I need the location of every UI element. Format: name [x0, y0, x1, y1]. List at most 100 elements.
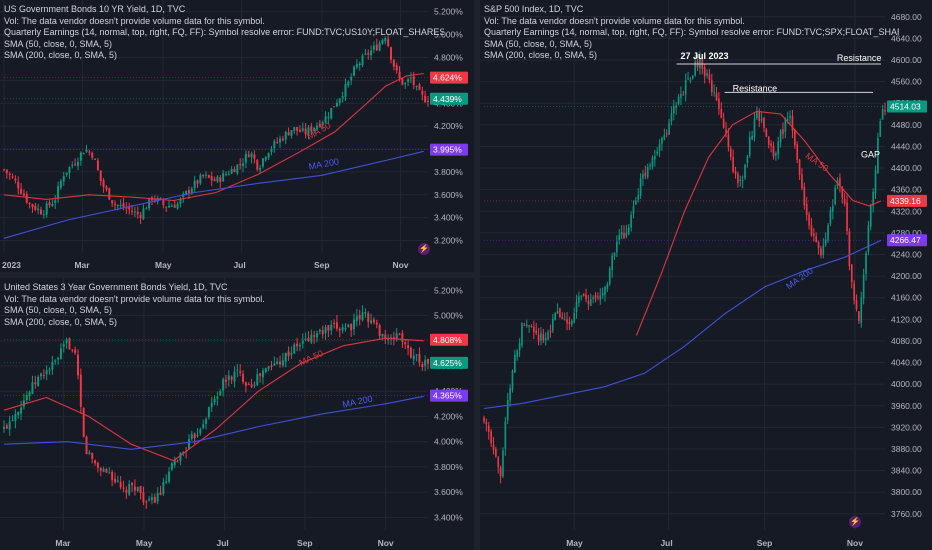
spx-candle	[775, 153, 777, 156]
spx-candle	[535, 330, 538, 334]
lightning-icon[interactable]: ⚡	[418, 243, 430, 255]
spx-candle	[533, 326, 535, 333]
us10y-candle	[395, 65, 398, 71]
spx-candle	[812, 233, 815, 236]
us10y-x-tick-label: Nov	[392, 260, 408, 270]
spx-candle	[651, 157, 654, 167]
us10y-price-tag-label: 3.995%	[433, 145, 462, 155]
spx-candle	[827, 225, 829, 241]
us03y-candle	[5, 425, 8, 429]
spx-candle	[765, 129, 768, 137]
us03y-candle	[148, 498, 151, 501]
spx-candle	[589, 299, 592, 306]
us10y-candle	[276, 142, 279, 144]
us10y-y-tick-label: 4.200%	[434, 121, 463, 131]
us10y-candle	[128, 206, 131, 210]
spx-candle	[528, 325, 530, 327]
us03y-candle	[316, 333, 319, 338]
us03y-candle	[330, 324, 333, 331]
spx-candle	[672, 105, 675, 113]
us10y-candle	[148, 197, 151, 209]
us03y-candle	[293, 344, 296, 354]
spx-y-tick-label: 3960.00	[891, 401, 922, 411]
us10y-chart-canvas[interactable]: 3.200%3.400%3.600%3.800%4.000%4.200%4.40…	[0, 0, 474, 272]
us03y-candle	[353, 319, 356, 330]
us10y-candle	[239, 164, 242, 166]
us10y-candle	[316, 125, 319, 130]
us10y-candle	[40, 209, 42, 215]
us10y-candle	[247, 154, 250, 158]
spx-candle	[722, 118, 725, 128]
spx-candle	[691, 75, 694, 79]
us10y-candle	[347, 81, 350, 86]
us03y-ma50-line	[3, 337, 424, 462]
us03y-candle	[287, 351, 290, 357]
us10y-candle	[82, 153, 85, 155]
us10y-candle	[8, 173, 11, 175]
spx-candle	[499, 467, 502, 477]
spx-candle	[630, 214, 632, 228]
us10y-ma200-label: MA 200	[308, 156, 340, 171]
us10y-candle	[207, 175, 210, 178]
us10y-candle	[350, 76, 353, 81]
spx-candle	[860, 297, 863, 324]
spx-candle	[487, 425, 490, 432]
spx-candle	[563, 319, 566, 321]
us03y-candle	[210, 402, 213, 408]
us10y-candle	[284, 131, 287, 140]
lightning-icon[interactable]: ⚡	[849, 516, 861, 528]
us10y-candle	[313, 127, 316, 131]
us10y-y-tick-label: 5.200%	[434, 7, 463, 17]
us03y-candle	[111, 472, 114, 481]
us03y-candle	[91, 453, 94, 459]
us10y-price-tag	[430, 71, 468, 84]
us03y-candle	[119, 482, 122, 488]
spx-candle	[720, 109, 723, 119]
us03y-candle	[179, 452, 182, 461]
us10y-ma50-label: MA 50	[305, 120, 332, 141]
spx-candle	[831, 205, 834, 212]
us10y-chart-panel[interactable]: 3.200%3.400%3.600%3.800%4.000%4.200%4.40…	[0, 0, 474, 272]
spx-chart-canvas[interactable]: 3760.00 3800.00 3840.00 3880.00 3920.00 3960.…	[480, 0, 932, 550]
us10y-candle	[318, 123, 321, 127]
us03y-candle	[42, 375, 45, 377]
spx-candle	[620, 232, 623, 236]
spx-candle	[865, 252, 867, 274]
spx-candle	[784, 118, 787, 132]
spx-candle	[751, 135, 753, 140]
us03y-candle	[96, 463, 99, 468]
us10y-price-tag	[430, 143, 468, 156]
us03y-candle	[355, 316, 358, 321]
us03y-candle	[259, 373, 262, 376]
spx-candle	[841, 187, 844, 198]
us03y-y-tick-label: 3.800%	[434, 462, 463, 472]
spx-chart-panel[interactable]: 3760.00 3800.00 3840.00 3880.00 3920.00 3960.…	[480, 0, 932, 550]
spx-candle	[540, 333, 542, 341]
us10y-candle	[145, 208, 148, 210]
us10y-y-tick-label: 3.400%	[434, 213, 463, 223]
us10y-candle	[113, 203, 116, 205]
us10y-candle	[142, 208, 145, 220]
us03y-chart-canvas[interactable]: 3.400%3.600%3.800%4.000%4.200%4.400%4.60…	[0, 278, 474, 550]
us03y-candle	[113, 478, 116, 483]
us03y-candle	[62, 343, 65, 347]
us03y-candle	[261, 370, 264, 378]
us10y-candle	[156, 198, 159, 202]
spx-candle	[523, 324, 526, 326]
spx-y-tick-label: 4120.00	[891, 314, 922, 324]
us10y-candle	[261, 158, 264, 167]
spx-candle	[829, 209, 832, 224]
us03y-chart-panel[interactable]: 3.400%3.600%3.800%4.000%4.200%4.400%4.60…	[0, 278, 474, 550]
us03y-candle	[290, 352, 293, 355]
us10y-price-tag-label: 4.439%	[433, 94, 462, 104]
us10y-candle	[54, 200, 57, 203]
us03y-candle	[48, 369, 51, 371]
spx-candle	[514, 354, 516, 373]
spx-candle	[732, 156, 734, 172]
spx-candle	[753, 118, 756, 137]
spx-candle	[786, 118, 789, 121]
us03y-candle	[170, 463, 173, 470]
spx-candle	[763, 117, 765, 128]
us03y-candle	[256, 374, 259, 386]
us03y-candle	[236, 369, 239, 371]
